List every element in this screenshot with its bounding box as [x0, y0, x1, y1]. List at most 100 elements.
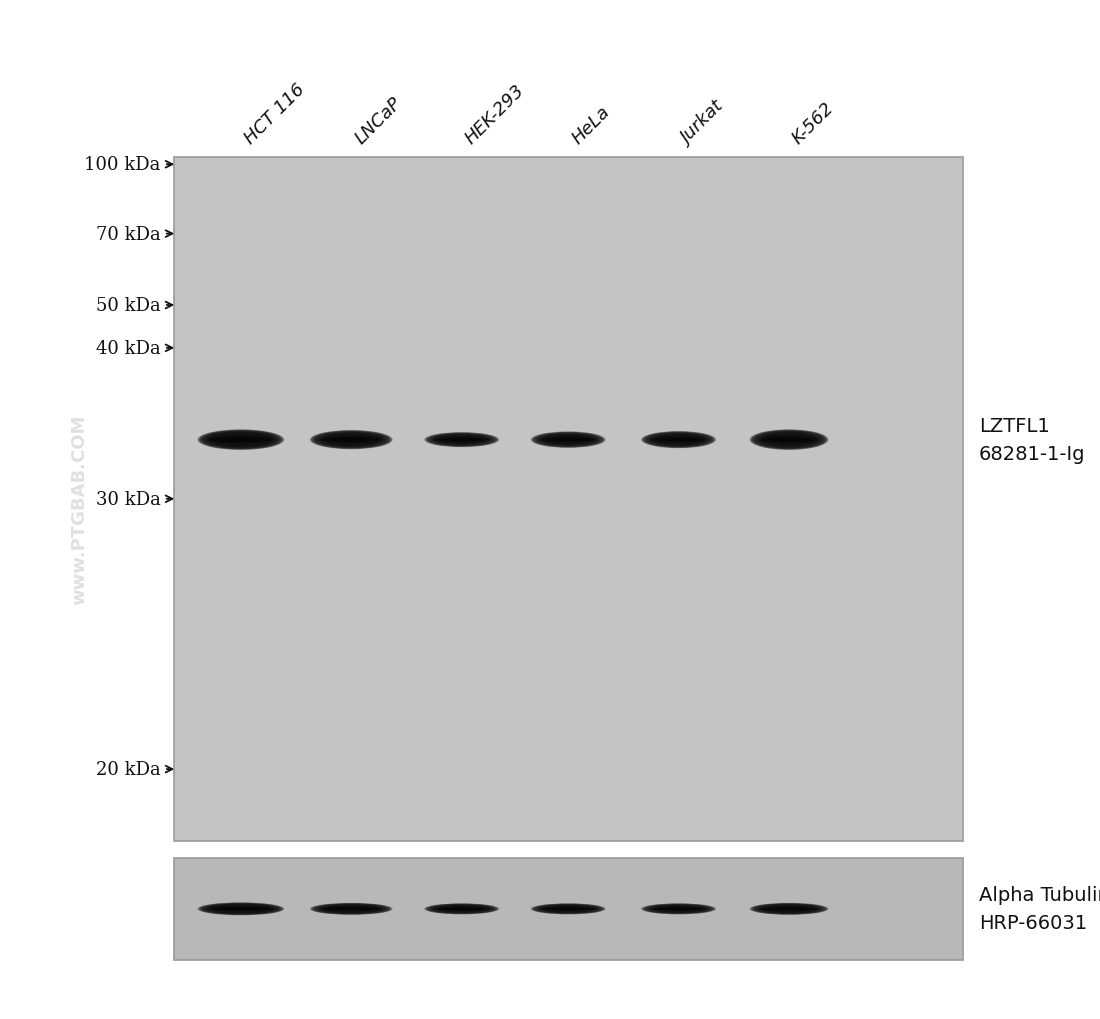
Ellipse shape — [206, 904, 276, 914]
Ellipse shape — [212, 434, 270, 446]
Ellipse shape — [538, 434, 598, 446]
Ellipse shape — [323, 905, 379, 913]
Text: 30 kDa: 30 kDa — [96, 490, 161, 508]
Ellipse shape — [322, 905, 379, 913]
Ellipse shape — [652, 434, 705, 446]
Ellipse shape — [198, 903, 284, 915]
Ellipse shape — [213, 434, 268, 446]
Ellipse shape — [751, 903, 827, 915]
Ellipse shape — [320, 433, 383, 447]
Ellipse shape — [654, 435, 703, 445]
Ellipse shape — [202, 431, 278, 449]
Ellipse shape — [645, 432, 713, 448]
Ellipse shape — [431, 905, 492, 913]
Ellipse shape — [650, 437, 706, 443]
Ellipse shape — [537, 905, 600, 913]
Ellipse shape — [329, 908, 374, 910]
Ellipse shape — [427, 433, 497, 447]
Ellipse shape — [319, 433, 383, 447]
Ellipse shape — [652, 905, 705, 913]
Ellipse shape — [752, 904, 825, 914]
Ellipse shape — [536, 905, 601, 913]
Ellipse shape — [758, 905, 821, 913]
Ellipse shape — [658, 908, 700, 910]
Ellipse shape — [642, 904, 715, 914]
Ellipse shape — [430, 905, 493, 913]
Ellipse shape — [425, 904, 499, 914]
Ellipse shape — [540, 907, 596, 911]
Ellipse shape — [530, 432, 606, 448]
Ellipse shape — [650, 907, 706, 911]
Ellipse shape — [322, 905, 381, 913]
Ellipse shape — [428, 434, 495, 446]
Text: Alpha Tubulin
HRP-66031: Alpha Tubulin HRP-66031 — [979, 886, 1100, 932]
Ellipse shape — [199, 430, 283, 450]
Text: LNCaP: LNCaP — [351, 94, 405, 148]
Text: www.PTGBAB.COM: www.PTGBAB.COM — [70, 415, 88, 604]
Ellipse shape — [543, 906, 593, 912]
Ellipse shape — [310, 903, 392, 915]
Text: 20 kDa: 20 kDa — [96, 760, 161, 779]
Ellipse shape — [762, 905, 816, 913]
Ellipse shape — [756, 904, 822, 914]
Ellipse shape — [315, 432, 387, 448]
Ellipse shape — [652, 906, 704, 912]
Ellipse shape — [433, 437, 490, 443]
Ellipse shape — [535, 433, 602, 447]
Ellipse shape — [762, 434, 815, 446]
Ellipse shape — [644, 904, 714, 914]
Ellipse shape — [759, 905, 820, 913]
Ellipse shape — [436, 435, 487, 445]
Ellipse shape — [324, 906, 378, 912]
Ellipse shape — [650, 434, 706, 446]
Ellipse shape — [642, 904, 715, 914]
Ellipse shape — [432, 435, 491, 445]
Ellipse shape — [212, 905, 270, 913]
Text: 50 kDa: 50 kDa — [96, 297, 161, 315]
Ellipse shape — [312, 904, 390, 914]
Ellipse shape — [317, 432, 386, 448]
Ellipse shape — [431, 434, 492, 446]
Ellipse shape — [756, 432, 823, 448]
Ellipse shape — [548, 439, 588, 441]
Ellipse shape — [206, 432, 276, 448]
Ellipse shape — [205, 904, 277, 914]
Ellipse shape — [644, 432, 714, 448]
Ellipse shape — [318, 904, 385, 914]
Ellipse shape — [761, 905, 817, 913]
Ellipse shape — [426, 904, 497, 914]
Ellipse shape — [204, 904, 278, 914]
Ellipse shape — [425, 433, 498, 447]
Ellipse shape — [432, 905, 492, 913]
Ellipse shape — [207, 904, 274, 914]
Text: HeLa: HeLa — [568, 103, 613, 148]
Ellipse shape — [648, 905, 710, 913]
Ellipse shape — [428, 904, 495, 914]
Ellipse shape — [322, 434, 379, 446]
Ellipse shape — [648, 433, 710, 447]
Ellipse shape — [652, 435, 704, 445]
Ellipse shape — [749, 430, 828, 450]
Ellipse shape — [323, 434, 379, 446]
Text: HCT 116: HCT 116 — [241, 81, 308, 148]
Ellipse shape — [762, 434, 816, 446]
Ellipse shape — [314, 432, 389, 448]
Ellipse shape — [208, 905, 274, 913]
Bar — [174, 158, 962, 841]
Ellipse shape — [534, 433, 603, 447]
Ellipse shape — [539, 905, 597, 913]
Ellipse shape — [217, 908, 265, 910]
Ellipse shape — [198, 430, 284, 450]
Ellipse shape — [536, 904, 601, 914]
Ellipse shape — [429, 434, 495, 446]
Ellipse shape — [211, 434, 271, 446]
Text: K-562: K-562 — [789, 99, 838, 148]
Ellipse shape — [441, 439, 482, 441]
Ellipse shape — [209, 905, 273, 913]
Text: 70 kDa: 70 kDa — [96, 225, 161, 244]
Ellipse shape — [542, 435, 594, 445]
Ellipse shape — [433, 435, 490, 445]
Ellipse shape — [651, 434, 706, 446]
Ellipse shape — [316, 904, 387, 914]
Ellipse shape — [534, 904, 603, 914]
